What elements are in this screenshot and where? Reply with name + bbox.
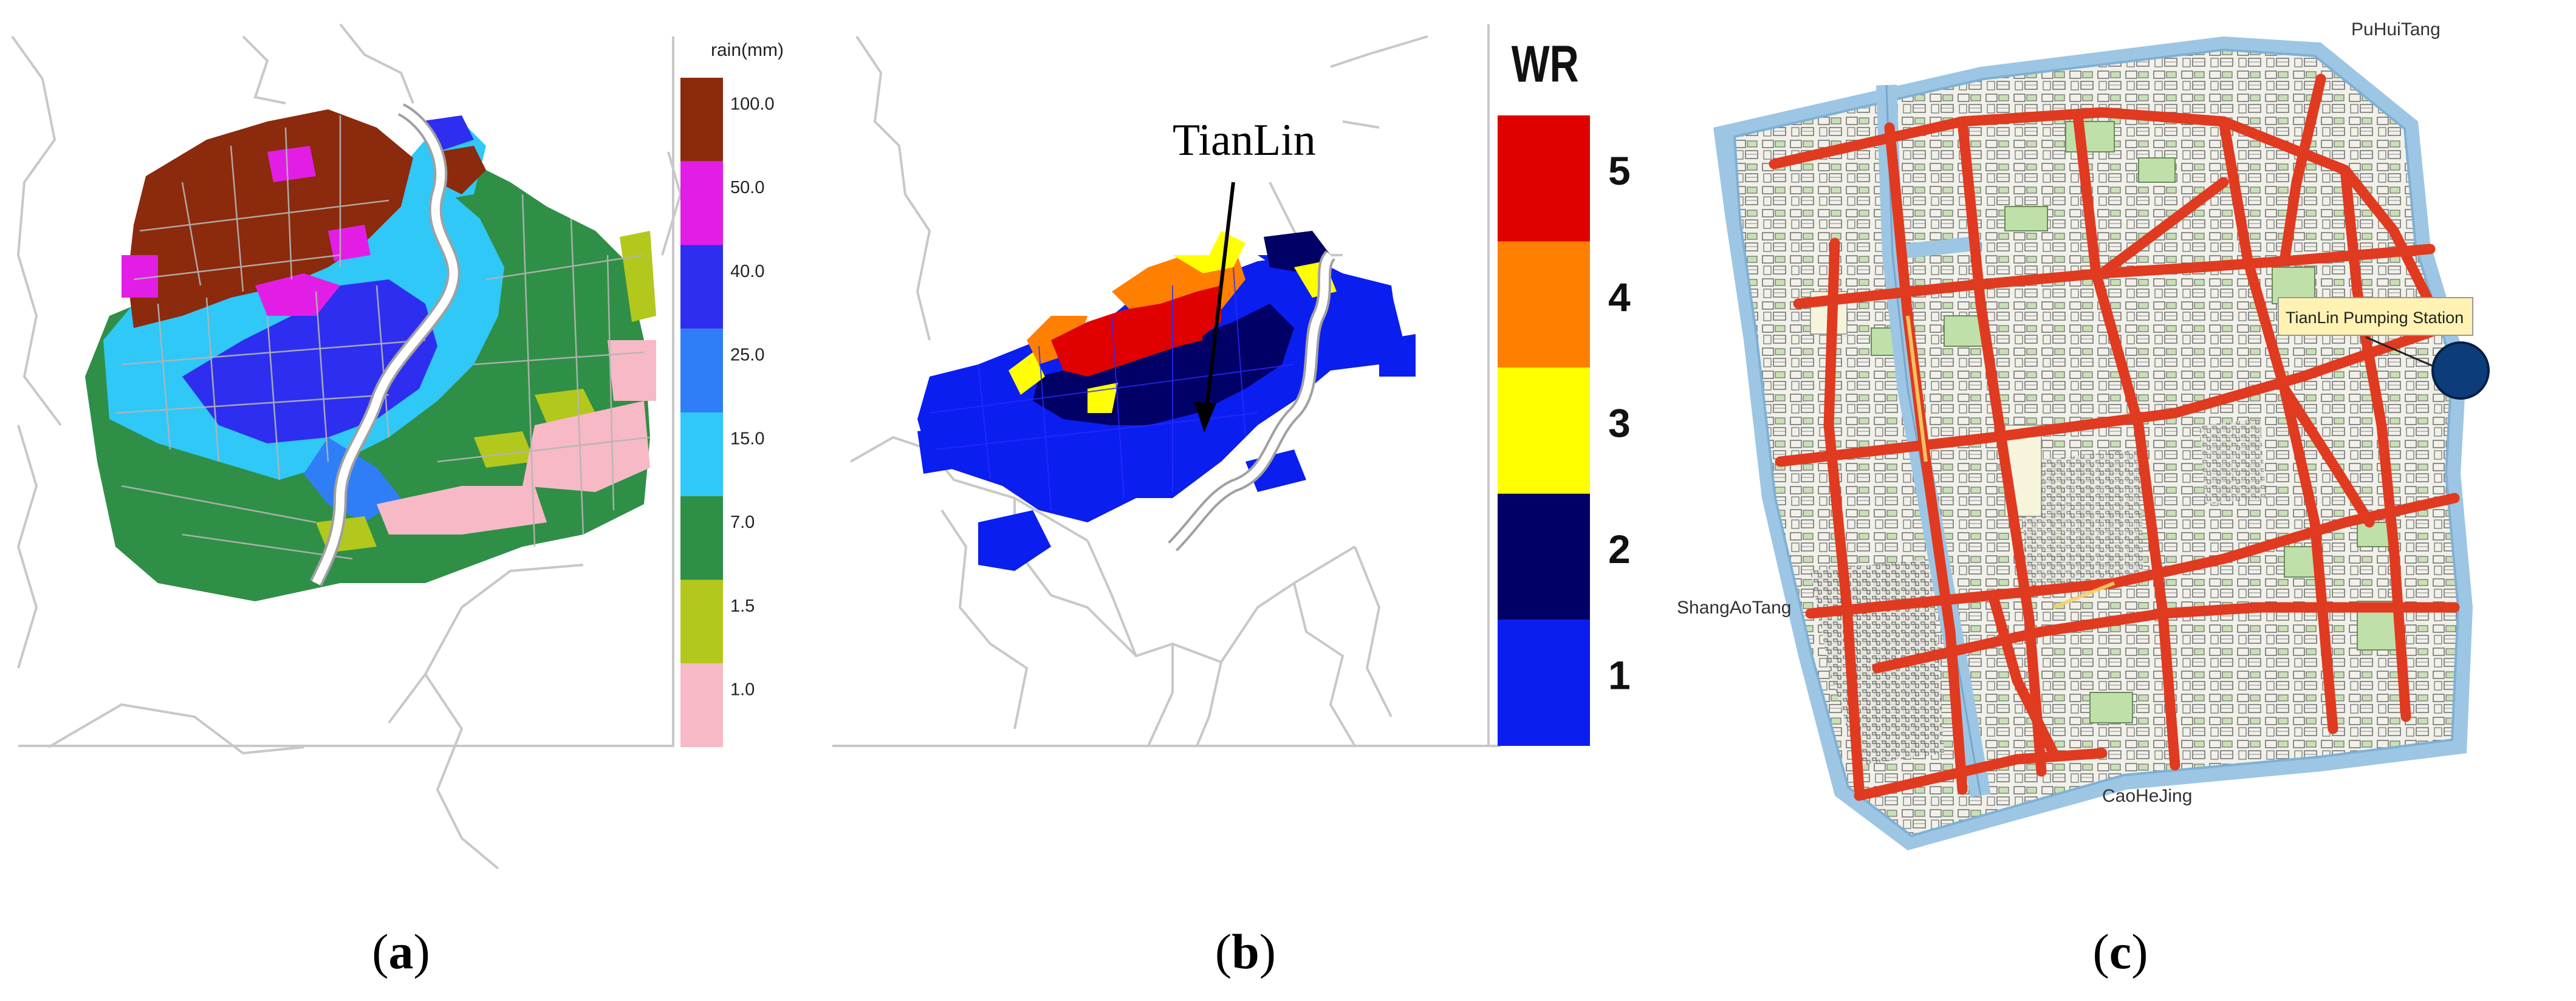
legend-label-3: 3 (1608, 400, 1631, 445)
label-shangaotang: ShangAoTang (1677, 598, 1792, 618)
legend-swatch-40.0 (680, 245, 723, 329)
wr-regions (917, 231, 1416, 571)
river (1170, 252, 1334, 550)
legend-label-1: 1 (1608, 653, 1631, 698)
legend-swatch-15.0 (680, 412, 723, 496)
legend-swatch-25.0 (680, 329, 723, 412)
legend-swatch-1 (1498, 620, 1590, 746)
panel-a-rainfall-map: rain(mm) 100.0 50.0 40.0 25.0 15.0 7.0 1.5 1.0 (11, 23, 784, 870)
label-caohejing: CaoHeJing (2102, 786, 2192, 806)
legend-label-7.0: 7.0 (730, 513, 755, 532)
legend-swatch-7.0 (680, 496, 723, 580)
legend-label-15.0: 15.0 (730, 429, 764, 448)
label-puhuitang: PuHuiTang (2351, 19, 2441, 39)
pumping-station: TianLin Pumping Station (2278, 297, 2490, 400)
legend-swatch-100.0 (680, 78, 723, 162)
caption-c: (c) (2092, 924, 2148, 979)
annotation-arrowhead (1194, 402, 1216, 432)
panel-b-wr-map: TianLin WR 5 4 3 2 1 (832, 24, 1631, 747)
legend-swatch-4 (1498, 241, 1590, 368)
legend-swatch-2 (1498, 493, 1590, 620)
legend-label-1.5: 1.5 (730, 596, 755, 616)
legend-label-5: 5 (1608, 148, 1631, 193)
background-boundaries (11, 23, 682, 870)
legend-swatch-1.0 (680, 663, 723, 747)
annotation-arrow-line (1204, 182, 1235, 420)
legend-swatch-1.5 (680, 579, 723, 664)
legend-label-4: 4 (1608, 275, 1631, 319)
panel-c-drainage-area-map: TianLin Pumping Station PuHuiTang ShangA… (1677, 19, 2490, 850)
huangpu-river (312, 105, 458, 586)
legend-swatch-3 (1498, 367, 1590, 494)
caption-a: (a) (372, 924, 430, 979)
legend-label-25.0: 25.0 (730, 346, 764, 365)
legend-title: WR (1512, 36, 1579, 94)
caption-b: (b) (1214, 924, 1276, 979)
road-network (1769, 73, 2460, 801)
legend-label-2: 2 (1608, 527, 1631, 572)
legend-title: rain(mm) (711, 40, 784, 60)
tianlin-annotation: TianLin (1173, 115, 1316, 165)
station-marker (2431, 341, 2490, 400)
station-callout (2278, 297, 2473, 336)
legend-swatch-50.0 (680, 161, 723, 245)
legend-rainfall: rain(mm) 100.0 50.0 40.0 25.0 15.0 7.0 1.5 1.0 (680, 40, 784, 747)
station-label: TianLin Pumping Station (2286, 309, 2464, 327)
legend-wr: WR 5 4 3 2 1 (1498, 36, 1631, 746)
legend-label-50.0: 50.0 (730, 178, 764, 197)
district-boundaries (115, 115, 651, 560)
legend-label-40.0: 40.0 (730, 262, 764, 281)
legend-swatch-5 (1498, 115, 1590, 242)
legend-label-100.0: 100.0 (730, 94, 775, 114)
legend-label-1.0: 1.0 (730, 680, 755, 700)
rainfall-regions (85, 109, 656, 601)
